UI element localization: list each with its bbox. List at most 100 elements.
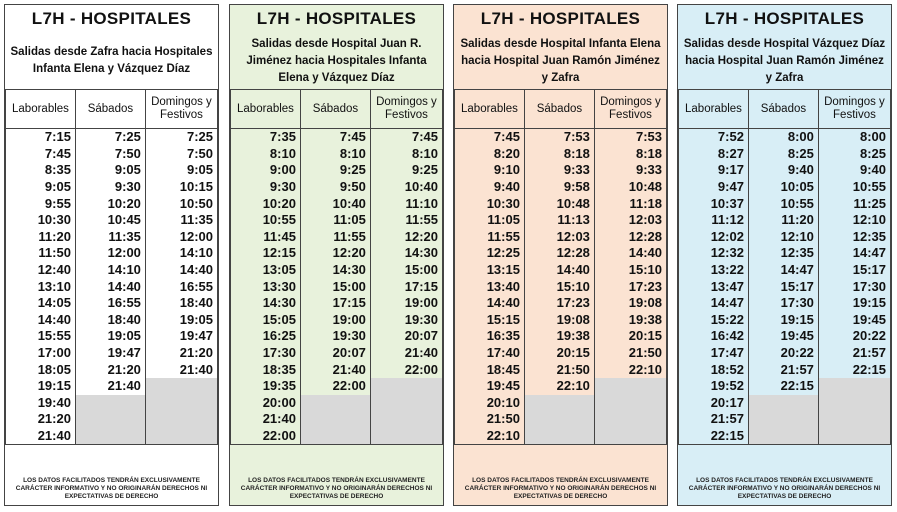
time-cell: 12:15	[230, 245, 301, 262]
table-row: 11:50 12:00 14:10	[5, 245, 219, 262]
disclaimer-footer: LOS DATOS FACILITADOS TENDRÁN EXCLUSIVAM…	[464, 477, 657, 500]
time-cell: 21:40	[74, 377, 146, 395]
time-cell: 19:00	[299, 311, 371, 329]
table-row: 16:25 19:30 20:07	[230, 328, 444, 345]
time-cell: 8:00	[747, 128, 819, 146]
time-cell: 10:55	[817, 178, 892, 196]
time-cell: 14:10	[74, 261, 146, 279]
table-row: 18:35 21:40 22:00	[230, 361, 444, 378]
time-cell	[523, 427, 595, 445]
table-row: 11:55 12:03 12:28	[454, 228, 668, 246]
time-cell: 14:05	[5, 294, 76, 312]
time-cell: 9:58	[523, 178, 595, 196]
time-cell: 21:57	[747, 361, 819, 378]
time-cell: 14:30	[299, 261, 371, 279]
time-cell: 19:15	[5, 377, 76, 395]
time-cell: 9:50	[299, 178, 371, 196]
header-laborables: Laborables	[230, 89, 301, 129]
time-cell: 9:40	[454, 178, 525, 196]
time-cell: 22:10	[454, 427, 525, 445]
time-cell: 22:00	[230, 427, 301, 445]
time-cell	[369, 394, 444, 412]
time-cell: 8:10	[299, 145, 371, 163]
time-cell: 18:40	[74, 311, 146, 329]
time-cell: 8:27	[678, 145, 749, 163]
time-cell: 14:40	[454, 294, 525, 312]
time-cell: 12:10	[747, 228, 819, 246]
time-cell: 7:15	[5, 128, 76, 146]
table-row: 15:15 19:08 19:38	[454, 311, 668, 329]
table-row: 22:15	[678, 427, 892, 445]
time-cell: 11:55	[454, 228, 525, 246]
time-cell	[74, 411, 146, 428]
schedule-table: Laborables Sábados Domingos y Festivos 7:35…	[230, 89, 444, 445]
table-row: 7:52 8:00 8:00	[678, 128, 892, 146]
time-cell: 17:30	[817, 278, 892, 295]
time-cell: 21:57	[678, 411, 749, 428]
table-row: 22:10	[454, 427, 668, 445]
time-cell: 22:00	[299, 377, 371, 395]
time-cell: 17:40	[454, 344, 525, 362]
time-cell: 21:20	[74, 361, 146, 378]
schedule-table: Laborables Sábados Domingos y Festivos 7:15…	[5, 89, 219, 445]
time-cell: 14:40	[74, 278, 146, 295]
table-row: 17:47 20:22 21:57	[678, 344, 892, 362]
table-row: 13:05 14:30 15:00	[230, 261, 444, 279]
time-cell: 19:38	[593, 311, 668, 329]
time-cell	[144, 394, 219, 412]
time-cell: 10:15	[144, 178, 219, 196]
time-cell: 11:35	[74, 228, 146, 246]
schedule-panel-1: L7H - HOSPITALES Salidas desde Zafra haci…	[4, 4, 219, 506]
time-cell: 19:52	[678, 377, 749, 395]
time-cell	[74, 427, 146, 445]
time-cell: 20:15	[523, 344, 595, 362]
time-cell: 17:47	[678, 344, 749, 362]
header-sabados: Sábados	[523, 89, 595, 129]
time-cell: 9:00	[230, 162, 301, 179]
time-cell: 17:15	[299, 294, 371, 312]
table-row: 14:40 17:23 19:08	[454, 294, 668, 312]
table-row: 15:55 19:05 19:47	[5, 328, 219, 345]
time-cell	[369, 427, 444, 445]
time-cell: 19:45	[817, 311, 892, 329]
time-cell: 9:25	[299, 162, 371, 179]
time-cell: 8:25	[817, 145, 892, 163]
time-cell: 12:40	[5, 261, 76, 279]
time-cell	[144, 427, 219, 445]
time-cell: 10:48	[593, 178, 668, 196]
table-row: 14:40 18:40 19:05	[5, 311, 219, 329]
table-row: 20:00	[230, 394, 444, 412]
header-domingos-festivos: Domingos y Festivos	[144, 89, 219, 129]
time-cell: 15:15	[454, 311, 525, 329]
time-cell: 21:50	[593, 344, 668, 362]
time-cell: 11:20	[747, 211, 819, 229]
time-cell: 18:35	[230, 361, 301, 378]
time-cell: 9:55	[5, 195, 76, 212]
time-cell: 19:40	[5, 394, 76, 412]
time-cell: 15:00	[299, 278, 371, 295]
table-row: 21:20	[5, 411, 219, 428]
time-cell: 19:38	[523, 328, 595, 345]
time-cell: 9:30	[74, 178, 146, 196]
time-cell: 11:05	[299, 211, 371, 229]
time-cell: 11:10	[369, 195, 444, 212]
time-cell: 9:25	[369, 162, 444, 179]
panel-title: L7H - HOSPITALES	[480, 9, 641, 28]
time-cell: 10:20	[74, 195, 146, 212]
time-cell: 19:35	[230, 377, 301, 395]
table-row: 18:52 21:57 22:15	[678, 361, 892, 378]
time-cell	[299, 394, 371, 412]
time-cell	[523, 394, 595, 412]
table-row: 20:10	[454, 394, 668, 412]
table-row: 20:17	[678, 394, 892, 412]
schedule-table: Laborables Sábados Domingos y Festivos 7:52…	[678, 89, 892, 445]
time-cell: 8:18	[523, 145, 595, 163]
time-cell: 9:05	[144, 162, 219, 179]
schedule-panel-2: L7H - HOSPITALES Salidas desde Hospital J…	[229, 4, 444, 506]
time-cell: 16:42	[678, 328, 749, 345]
table-row: 11:12 11:20 12:10	[678, 211, 892, 229]
panel-subtitle: Salidas desde Hospital Vázquez Díaz haci…	[683, 37, 886, 84]
time-cell: 22:10	[523, 377, 595, 395]
table-row: 7:35 7:45 7:45	[230, 128, 444, 146]
table-row: 10:30 10:48 11:18	[454, 195, 668, 212]
